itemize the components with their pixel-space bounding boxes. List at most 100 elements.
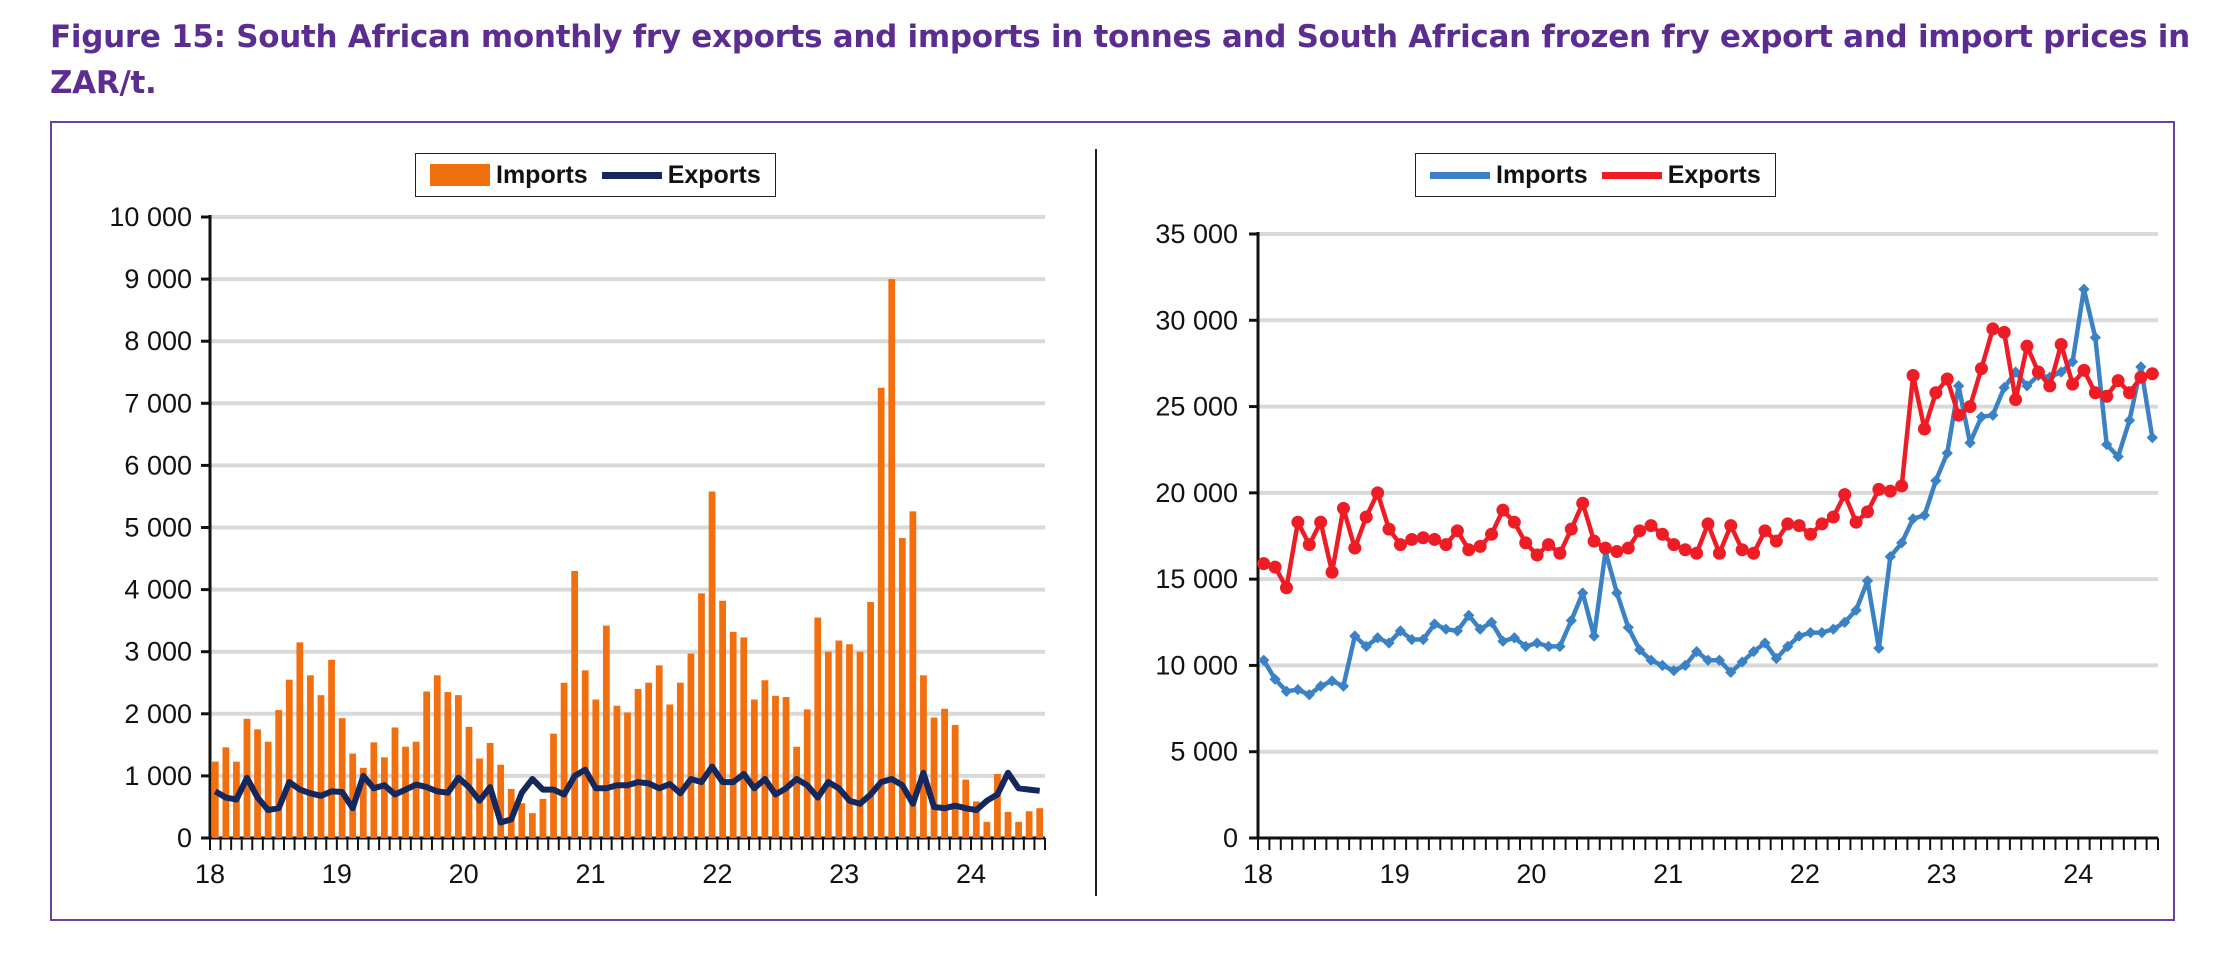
legend-label-imports: Imports [1496, 160, 1588, 189]
legend-item-imports: Imports [430, 161, 588, 190]
imports-line-swatch [1430, 171, 1490, 179]
point-exports [1587, 534, 1601, 548]
bar-imports [666, 704, 674, 838]
point-imports [1884, 551, 1896, 563]
bar-imports [772, 695, 779, 838]
point-exports [2043, 379, 2057, 393]
bar-imports [698, 593, 705, 838]
bar-imports [719, 600, 727, 838]
bar-imports [550, 733, 557, 838]
point-exports [1724, 519, 1738, 533]
point-exports [1655, 527, 1669, 541]
x-tick-label: 24 [956, 859, 986, 889]
x-tick-label: 24 [2063, 859, 2093, 889]
point-imports [1998, 381, 2010, 394]
point-exports [1382, 522, 1396, 536]
right-chart: 0 5 000 10 000 15 000 20 000 25 000 30 000 35 0… [1155, 219, 2159, 889]
exports-line-swatch [601, 171, 662, 179]
bar-imports [264, 741, 272, 838]
point-exports [1952, 408, 1966, 422]
bar-imports [338, 718, 346, 838]
bar-imports [824, 651, 832, 838]
point-exports [1428, 532, 1442, 546]
point-exports [1291, 515, 1305, 529]
point-imports [1804, 626, 1817, 639]
point-exports [1826, 510, 1840, 524]
figure-frame [50, 121, 2175, 921]
point-exports [1530, 548, 1544, 562]
bar-imports [994, 774, 1001, 838]
y-tick-label: 30 000 [1155, 305, 1238, 335]
point-exports [2077, 363, 2091, 377]
x-tick-label: 19 [1380, 859, 1410, 889]
point-exports [1610, 545, 1624, 559]
point-exports [2111, 374, 2125, 388]
bar-imports [867, 602, 874, 838]
point-imports [1918, 509, 1931, 521]
imports-bar-swatch [430, 164, 490, 186]
left-chart: 0 1 000 2 000 3 000 4 000 5 000 6 000 7 000 8 00… [109, 202, 1046, 889]
legend-item-imports: Imports [1430, 161, 1588, 190]
point-imports [1702, 654, 1714, 666]
point-exports [1519, 536, 1533, 550]
point-imports [1349, 630, 1361, 642]
point-imports [2078, 283, 2090, 295]
bar-imports [1025, 811, 1033, 838]
figure-title: Figure 15: South African monthly fry exp… [50, 19, 2190, 101]
bar-imports [708, 491, 716, 838]
y-tick-label: 10 000 [109, 202, 192, 232]
point-imports [1633, 644, 1646, 656]
bar-imports [740, 637, 748, 838]
point-exports [1667, 538, 1681, 552]
bar-imports [1004, 811, 1012, 838]
bar-imports [655, 665, 663, 838]
point-imports [1588, 630, 1600, 642]
legend-item-exports: Exports [601, 160, 761, 190]
point-exports [1815, 517, 1829, 531]
point-imports [1952, 380, 1965, 392]
legend-label-exports: Exports [667, 160, 761, 189]
point-imports [2146, 431, 2158, 444]
point-imports [1782, 640, 1794, 653]
point-imports [1428, 618, 1441, 630]
bar-imports [412, 741, 420, 838]
bar-imports [465, 726, 473, 838]
point-exports [1416, 531, 1430, 545]
bar-imports [645, 682, 653, 838]
point-exports [2066, 377, 2080, 391]
point-exports [2020, 339, 2034, 353]
bar-imports [898, 538, 906, 838]
bar-imports [560, 682, 568, 838]
x-tick-label: 18 [1243, 859, 1273, 889]
bar-imports [613, 705, 621, 838]
point-exports [1906, 369, 1920, 383]
point-exports [1496, 503, 1510, 517]
x-tick-label: 20 [1516, 859, 1546, 889]
y-tick-label: 25 000 [1155, 392, 1238, 422]
point-imports [1394, 625, 1407, 637]
point-exports [1268, 560, 1282, 574]
y-tick-label: 1 000 [124, 761, 192, 791]
bar-imports [972, 801, 980, 838]
point-exports [1336, 501, 1350, 515]
bar-imports [624, 712, 631, 838]
point-imports [1406, 633, 1418, 646]
point-imports [1292, 683, 1304, 696]
point-imports [2112, 450, 2124, 463]
point-exports [1860, 505, 1874, 519]
point-imports [1383, 637, 1395, 649]
point-exports [1314, 515, 1328, 529]
bar-imports [296, 642, 304, 838]
bar-imports [729, 631, 737, 838]
point-exports [1507, 515, 1521, 529]
point-imports [1577, 587, 1589, 599]
point-imports [1975, 411, 1988, 423]
point-exports [1485, 527, 1499, 541]
point-imports [2135, 361, 2147, 373]
point-exports [2054, 337, 2068, 351]
bar-imports [761, 680, 769, 838]
x-tick-label: 21 [1653, 859, 1683, 889]
point-imports [2089, 331, 2101, 344]
point-imports [1463, 609, 1475, 622]
exports-line-swatch [1601, 171, 1662, 179]
